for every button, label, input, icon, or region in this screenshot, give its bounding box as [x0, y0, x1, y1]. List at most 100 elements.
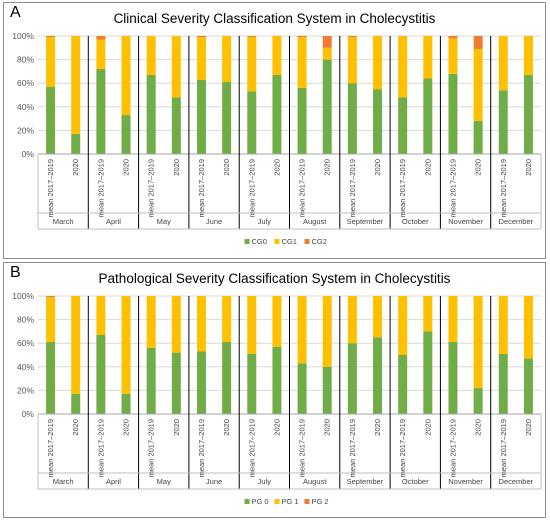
x-tick-label: 2020	[474, 419, 483, 436]
bar-segment	[448, 38, 458, 74]
x-tick-label: 2020	[423, 419, 432, 436]
month-label: June	[206, 477, 222, 486]
month-label: April	[106, 477, 121, 486]
bar-segment	[247, 353, 257, 414]
x-tick-label: mean 2017–2019	[247, 159, 256, 217]
x-tick-label: mean 2017–2019	[247, 419, 256, 477]
x-tick-label: mean 2017–2019	[499, 159, 508, 217]
bar-segment	[473, 296, 483, 389]
x-tick-label: mean 2017–2019	[197, 159, 206, 217]
x-tick-label: 2020	[71, 159, 80, 176]
legend-swatch	[244, 499, 250, 504]
y-tick-label: 100%	[12, 291, 34, 301]
legend-swatch	[304, 239, 310, 244]
bar-segment	[322, 36, 332, 48]
bar-segment	[171, 97, 181, 154]
legend-label: CG2	[312, 237, 327, 246]
bar-segment	[523, 296, 533, 359]
bar-segment	[473, 388, 483, 414]
legend-label: PG 1	[282, 497, 299, 506]
x-tick-label: 2020	[122, 159, 131, 176]
bar-segment	[96, 36, 106, 40]
y-tick-label: 80%	[17, 55, 34, 65]
bar-segment	[46, 342, 56, 414]
x-tick-label: 2020	[272, 159, 281, 176]
bar-segment	[498, 296, 508, 354]
bar-segment	[222, 36, 232, 83]
bar-segment	[171, 296, 181, 353]
bar-segment	[498, 353, 508, 414]
y-tick-label: 40%	[17, 102, 34, 112]
x-tick-label: 2020	[122, 419, 131, 436]
month-label: November	[448, 217, 483, 226]
month-label: June	[206, 217, 222, 226]
bar-segment	[171, 352, 181, 414]
x-tick-label: 2020	[323, 419, 332, 436]
bar-segment	[473, 48, 483, 121]
bar-segment	[523, 74, 533, 154]
month-label: November	[448, 477, 483, 486]
month-label: August	[303, 477, 327, 486]
bar-segment	[196, 37, 206, 80]
chart-panel-a: A Clinical Severity Classification Syste…	[3, 2, 546, 259]
legend-label: CG1	[282, 237, 297, 246]
x-tick-label: mean 2017–2019	[298, 159, 307, 217]
bar-segment	[373, 89, 383, 154]
bar-segment	[146, 347, 156, 414]
bar-segment	[222, 342, 232, 414]
bar-segment	[322, 366, 332, 414]
bar-segment	[373, 296, 383, 338]
x-tick-label: mean 2017–2019	[398, 419, 407, 477]
chart-panel-b: B Pathological Severity Classification S…	[3, 262, 546, 518]
bar-segment	[322, 59, 332, 154]
bar-segment	[423, 331, 433, 414]
x-tick-label: mean 2017–2019	[398, 159, 407, 217]
bar-segment	[523, 36, 533, 75]
bar-segment	[448, 36, 458, 39]
bar-segment	[272, 346, 282, 414]
legend-swatch	[274, 499, 280, 504]
x-tick-label: 2020	[474, 159, 483, 176]
month-label: May	[157, 477, 171, 486]
x-tick-label: 2020	[71, 419, 80, 436]
bar-segment	[272, 36, 282, 75]
bar-segment	[373, 36, 383, 90]
month-label: September	[347, 217, 384, 226]
bar-segment	[272, 74, 282, 154]
bar-segment	[347, 343, 357, 414]
bar-segment	[297, 37, 307, 88]
x-tick-label: mean 2017–2019	[46, 159, 55, 217]
y-tick-label: 20%	[17, 125, 34, 135]
bar-segment	[71, 393, 81, 414]
bar-segment	[121, 296, 131, 394]
legend-label: PG 2	[312, 497, 329, 506]
legend-swatch	[244, 239, 250, 244]
month-label: July	[258, 217, 272, 226]
bar-segment	[146, 74, 156, 154]
bar-segment	[121, 393, 131, 414]
legend-label: PG 0	[252, 497, 269, 506]
bar-segment	[121, 36, 131, 116]
bar-segment	[498, 90, 508, 154]
y-tick-label: 60%	[17, 338, 34, 348]
bar-segment	[96, 39, 106, 70]
x-tick-label: mean 2017–2019	[147, 159, 156, 217]
bar-segment	[322, 296, 332, 367]
bar-segment	[96, 334, 106, 414]
bar-segment	[498, 36, 508, 91]
bar-segment	[322, 47, 332, 60]
legend-swatch	[274, 239, 280, 244]
panel-label: B	[10, 264, 21, 281]
legend-label: CG0	[252, 237, 267, 246]
y-tick-label: 20%	[17, 385, 34, 395]
bar-segment	[196, 36, 206, 38]
x-tick-label: mean 2017–2019	[448, 419, 457, 477]
bar-segment	[347, 36, 357, 38]
bar-segment	[71, 36, 81, 134]
bar-segment	[247, 36, 257, 38]
bar-segment	[71, 296, 81, 394]
x-tick-label: mean 2017–2019	[147, 419, 156, 477]
y-tick-label: 100%	[12, 31, 34, 41]
bar-segment	[46, 37, 56, 87]
bar-segment	[96, 296, 106, 335]
